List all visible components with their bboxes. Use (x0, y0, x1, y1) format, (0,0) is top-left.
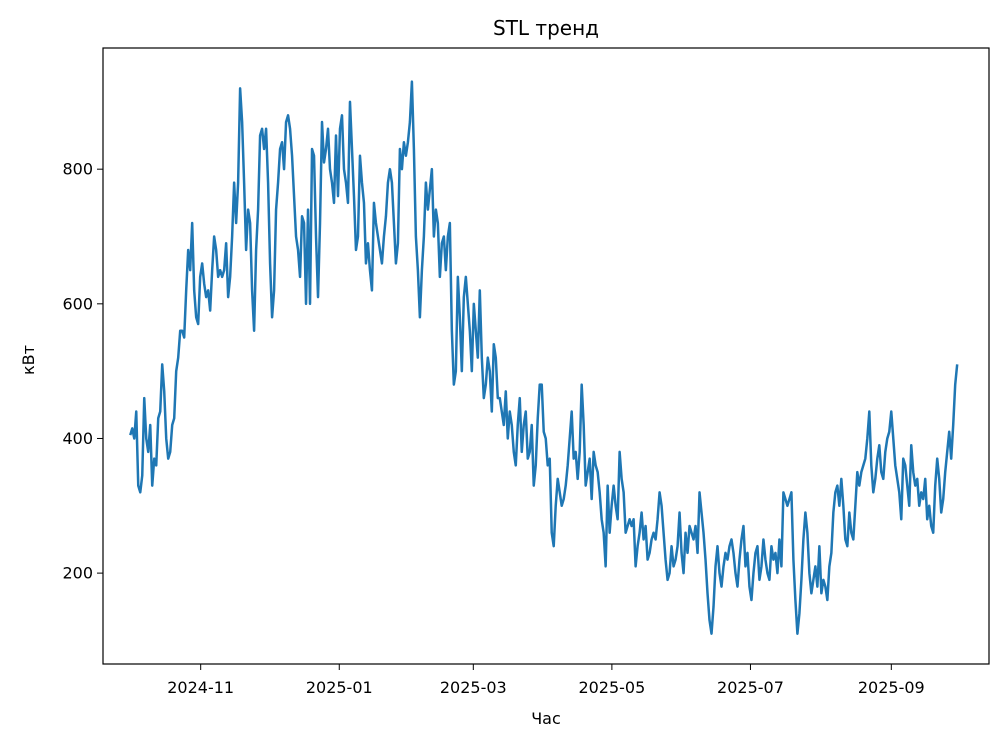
y-tick-label: 800 (62, 160, 93, 179)
y-tick-label: 400 (62, 429, 93, 448)
y-tick-label: 600 (62, 294, 93, 313)
x-tick-label: 2024-11 (167, 678, 234, 697)
x-axis: 2024-11 2025-01 2025-03 2025-05 2025-07 2025-… (167, 664, 925, 697)
plot-area (103, 48, 989, 664)
chart-title: STL тренд (493, 16, 599, 40)
x-axis-label: Час (531, 709, 561, 728)
series-line (129, 80, 959, 635)
y-axis-label: кВт (19, 345, 38, 375)
plot-frame (102, 47, 990, 665)
x-tick-label: 2025-01 (306, 678, 373, 697)
y-axis: 200 400 600 800 (62, 160, 103, 583)
x-tick-label: 2025-05 (578, 678, 645, 697)
x-tick-label: 2025-07 (717, 678, 784, 697)
x-tick-label: 2025-09 (858, 678, 925, 697)
x-tick-label: 2025-03 (440, 678, 507, 697)
y-tick-label: 200 (62, 564, 93, 583)
